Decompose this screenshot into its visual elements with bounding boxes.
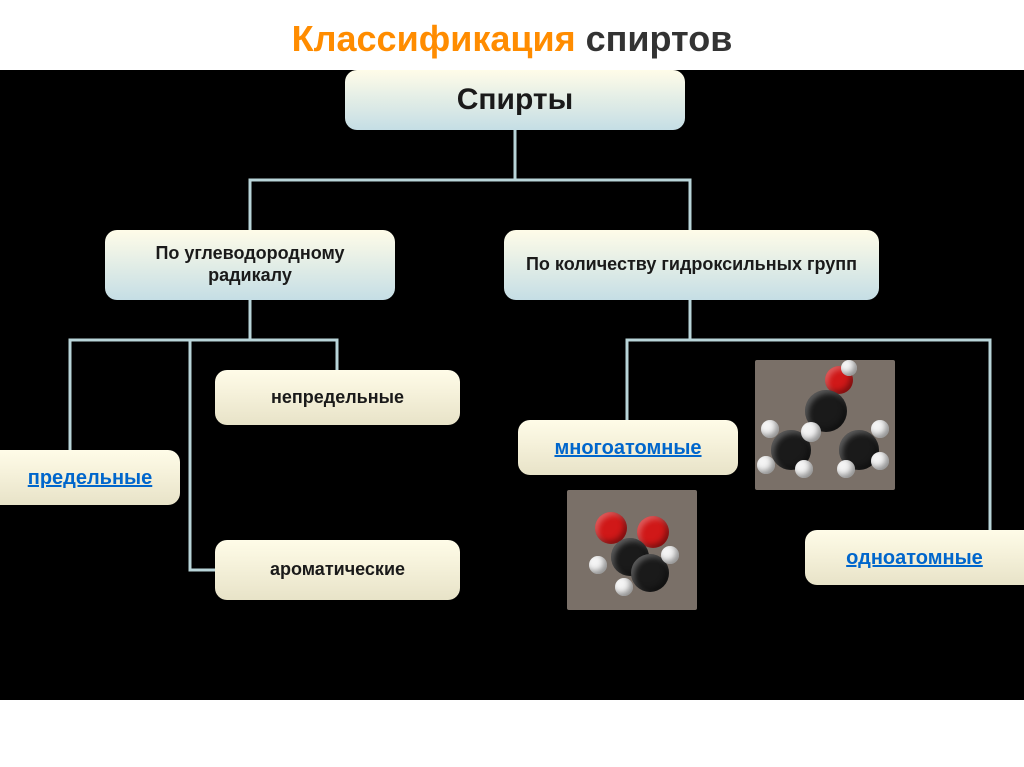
node-category-hydroxyl-label: По количеству гидроксильных групп [526, 254, 857, 276]
node-category-radical-label: По углеводородному радикалу [115, 243, 385, 286]
title-rest: спиртов [576, 18, 733, 59]
diagram-canvas: Спирты По углеводородному радикалу По ко… [0, 70, 1024, 700]
molecule-image-1 [567, 490, 697, 610]
molecule-image-2 [755, 360, 895, 490]
title-accent: Классификация [292, 18, 576, 59]
node-root: Спирты [345, 70, 685, 130]
node-polyatomic[interactable]: многоатомные [518, 420, 738, 475]
node-monoatomic[interactable]: одноатомные [805, 530, 1024, 585]
page-title: Классификация спиртов [0, 18, 1024, 60]
node-category-hydroxyl: По количеству гидроксильных групп [504, 230, 879, 300]
node-aromatic-label: ароматические [270, 559, 405, 581]
node-unsaturated: непредельные [215, 370, 460, 425]
node-unsaturated-label: непредельные [271, 387, 404, 409]
node-saturated[interactable]: предельные [0, 450, 180, 505]
node-category-radical: По углеводородному радикалу [105, 230, 395, 300]
node-root-label: Спирты [457, 82, 573, 118]
node-polyatomic-link[interactable]: многоатомные [554, 436, 701, 460]
node-aromatic: ароматические [215, 540, 460, 600]
node-monoatomic-link[interactable]: одноатомные [846, 546, 983, 570]
node-saturated-link[interactable]: предельные [28, 466, 153, 490]
